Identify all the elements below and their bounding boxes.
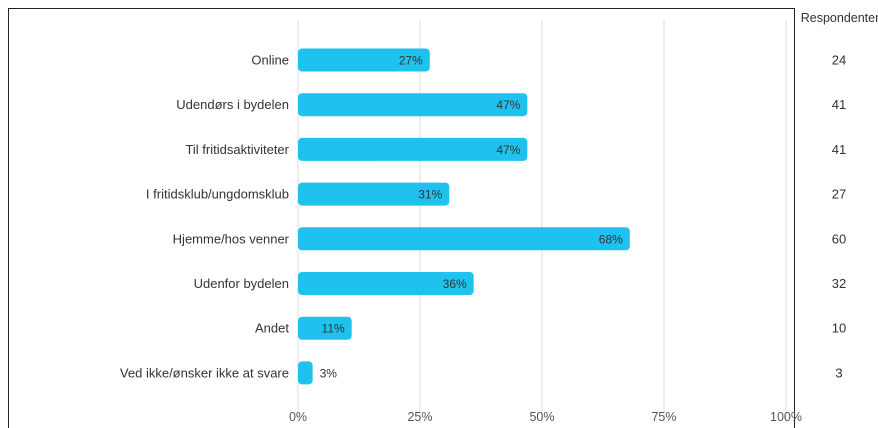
category-label: Udenfor bydelen [194,276,289,291]
bar [298,48,430,72]
bar-value-label: 3% [320,366,338,380]
bar-value-label: 47% [496,143,520,157]
respondent-count: 41 [832,97,846,112]
respondent-count: 60 [832,231,846,246]
category-labels: Online Udendørs i bydelen Til fritidsaktiv… [120,53,290,381]
respondent-count: 10 [832,321,846,336]
bar-value-label: 11% [322,322,345,336]
bar [298,272,474,295]
bar [298,182,450,206]
category-label: I fritidsklub/ungdomsklub [146,187,289,202]
bars: 27% 47% 47% 31% 68% 36% 11% 3% [298,48,630,385]
bar [298,361,313,385]
category-label: Hjemme/hos venner [173,231,290,246]
x-tick-label: 75% [651,410,676,423]
grid-lines [297,20,787,423]
category-label: Til fritidsaktiviteter [185,142,289,157]
respondent-count: 41 [832,142,846,157]
respondent-count: 3 [835,365,842,380]
category-label: Ved ikke/ønsker ikke at svare [120,365,289,380]
respondent-count: 27 [832,187,846,202]
respondent-count: 32 [832,276,846,291]
bar [298,316,352,340]
category-label: Udendørs i bydelen [176,97,289,112]
respondents-header: Respondenter [801,11,878,25]
respondent-count: 24 [832,53,846,68]
bar [298,93,528,117]
bar [298,227,630,251]
chart-frame [8,8,795,428]
bar-value-label: 36% [443,277,467,291]
bar-value-label: 27% [399,54,423,68]
x-tick-label: 25% [407,410,432,423]
x-axis-ticks: 0% 25% 50% 75% 100% [289,410,802,423]
x-tick-label: 100% [770,410,802,423]
respondents-column: 24 41 41 27 60 32 10 3 [832,53,846,381]
bar-value-label: 31% [418,188,442,202]
bar [298,137,528,161]
bar-value-label: 68% [599,232,623,246]
x-tick-label: 50% [529,410,554,423]
x-tick-label: 0% [289,410,307,423]
category-label: Online [251,53,289,68]
category-label: Andet [255,321,289,336]
bar-value-label: 47% [496,98,520,112]
